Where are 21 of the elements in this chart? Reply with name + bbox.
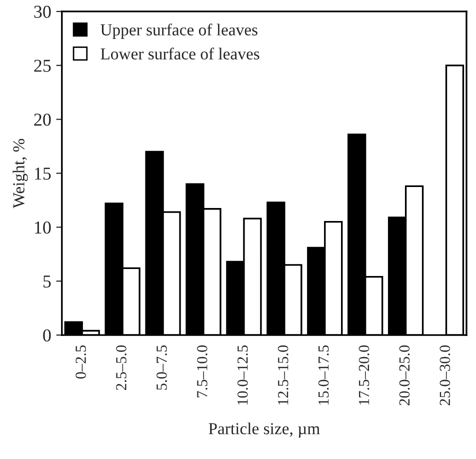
y-tick-label: 30 xyxy=(34,6,51,18)
y-axis-title: Weight, % xyxy=(12,138,28,208)
y-tick-label: 20 xyxy=(34,114,51,126)
x-tick-label: 15.0–17.5 xyxy=(318,345,329,405)
x-tick-label: 17.5–20.0 xyxy=(358,345,370,405)
x-tick-label: 7.5–10.0 xyxy=(197,345,208,398)
y-tick-label: 15 xyxy=(34,168,51,180)
y-tick-label: 25 xyxy=(34,60,51,72)
x-tick-label: 2.5–5.0 xyxy=(116,345,126,390)
x-tick-label: 0–2.5 xyxy=(76,345,86,379)
legend-label: Upper surface of leaves xyxy=(100,24,258,39)
y-tick-label: 0 xyxy=(43,329,51,342)
y-tick-label: 5 xyxy=(43,276,51,288)
legend-label: Lower surface of leaves xyxy=(100,48,260,60)
x-axis-title: Particle size, µm xyxy=(208,422,320,438)
y-tick-label: 10 xyxy=(34,221,51,234)
x-tick-label: 25.0–30.0 xyxy=(440,345,450,406)
x-tick-label: 12.5–15.0 xyxy=(278,345,288,405)
x-tick-label: 10.0–12.5 xyxy=(237,345,248,405)
x-tick-label: 5.0–7.5 xyxy=(156,345,167,390)
x-tick-label: 20.0–25.0 xyxy=(399,345,410,406)
